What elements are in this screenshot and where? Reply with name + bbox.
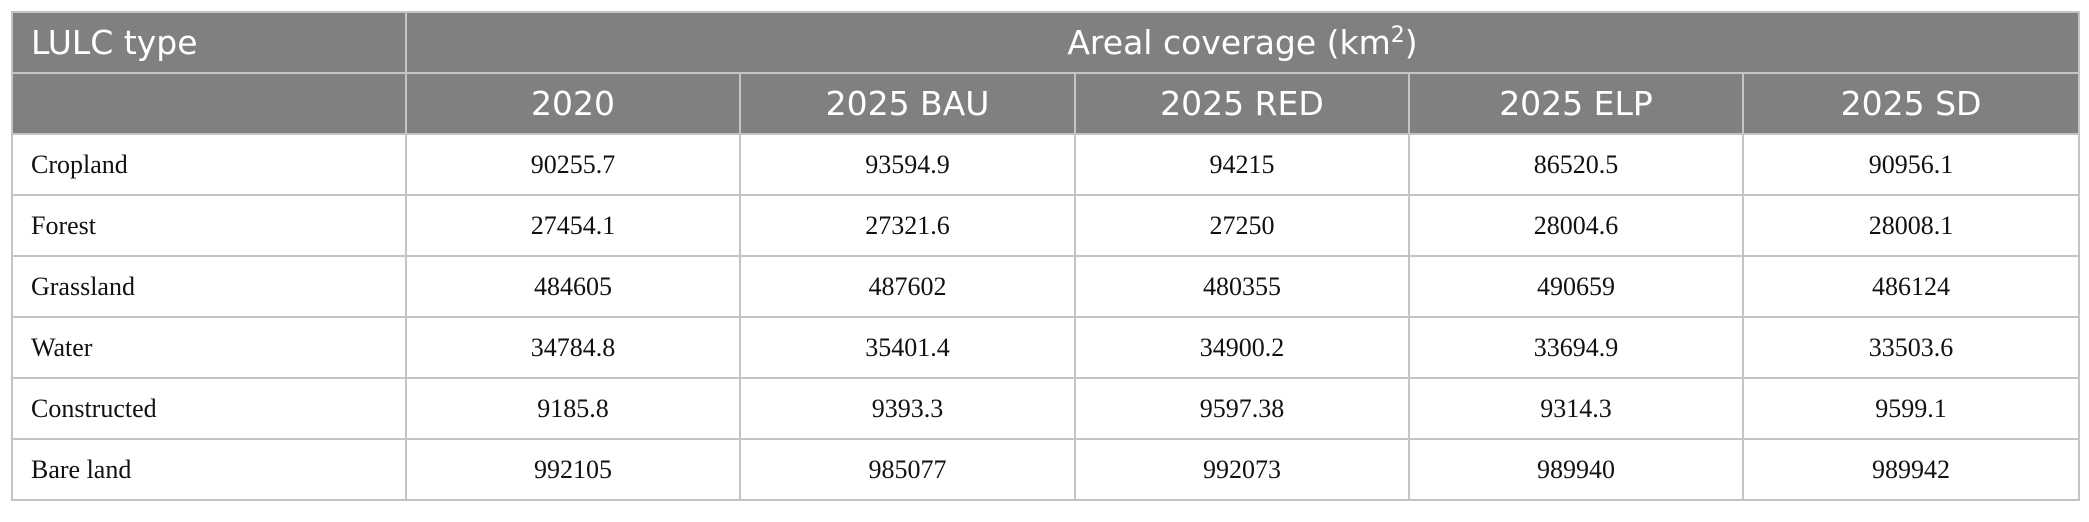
table-row: Forest 27454.1 27321.6 27250 28004.6 28008.1: [11, 194, 2081, 257]
cell: 90255.7: [405, 133, 741, 196]
cell: 33694.9: [1408, 316, 1744, 379]
row-label: Forest: [11, 194, 407, 257]
table-row: Grassland 484605 487602 480355 490659 486124: [11, 255, 2081, 318]
row-label: Cropland: [11, 133, 407, 196]
cell: 28008.1: [1741, 194, 2081, 257]
header-cell: 2020: [405, 72, 741, 135]
cell: 34784.8: [405, 316, 741, 379]
cell: 989942: [1741, 438, 2081, 501]
header-row: LULC type Areal coverage (km2): [11, 11, 2081, 74]
cell: 486124: [1741, 255, 2081, 318]
table-row: Bare land 992105 985077 992073 989940 989942: [11, 438, 2081, 501]
header-cell: 2025 ELP: [1408, 72, 1744, 135]
header-cell: 2025 RED: [1074, 72, 1410, 135]
data-table: LULC type Areal coverage (km2) 2020 2025 …: [11, 11, 2081, 501]
cell: 992105: [405, 438, 741, 501]
cell: 34900.2: [1074, 316, 1410, 379]
cell: 484605: [405, 255, 741, 318]
cell: 93594.9: [739, 133, 1076, 196]
cell: 985077: [739, 438, 1076, 501]
cell: 992073: [1074, 438, 1410, 501]
cell: 94215: [1074, 133, 1410, 196]
cell: 9597.38: [1074, 377, 1410, 440]
cell: 90956.1: [1741, 133, 2081, 196]
cell: 989940: [1408, 438, 1744, 501]
cell: 27454.1: [405, 194, 741, 257]
header-cell: Areal coverage (km2): [404, 11, 2081, 74]
cell: 9393.3: [739, 377, 1076, 440]
header-text: ): [1404, 23, 1418, 62]
row-label: Grassland: [11, 255, 407, 318]
row-label: Water: [11, 316, 407, 379]
cell: 28004.6: [1408, 194, 1744, 257]
cell: 480355: [1074, 255, 1410, 318]
cell: 33503.6: [1741, 316, 2081, 379]
header-row: 2020 2025 BAU 2025 RED 2025 ELP 2025 SD: [11, 72, 2081, 135]
table-body: Cropland 90255.7 93594.9 94215 86520.5 90956.…: [11, 133, 2081, 501]
header-text: Areal coverage (km: [1067, 23, 1391, 62]
cell: 86520.5: [1408, 133, 1744, 196]
cell: 487602: [739, 255, 1076, 318]
cell: 9599.1: [1741, 377, 2081, 440]
table-row: Water 34784.8 35401.4 34900.2 33694.9 33503.6: [11, 316, 2081, 379]
table-row: Cropland 90255.7 93594.9 94215 86520.5 90956.…: [11, 133, 2081, 196]
header-cell: LULC type: [11, 11, 407, 74]
header-cell: 2025 SD: [1741, 72, 2081, 135]
cell: 27321.6: [739, 194, 1076, 257]
row-label: Constructed: [11, 377, 407, 440]
header-cell: [11, 72, 407, 135]
cell: 35401.4: [739, 316, 1076, 379]
row-label: Bare land: [11, 438, 407, 501]
header-cell: 2025 BAU: [739, 72, 1076, 135]
cell: 490659: [1408, 255, 1744, 318]
cell: 9314.3: [1408, 377, 1744, 440]
table-row: Constructed 9185.8 9393.3 9597.38 9314.3 9599…: [11, 377, 2081, 440]
header-sup: 2: [1390, 23, 1405, 48]
cell: 27250: [1074, 194, 1410, 257]
cell: 9185.8: [405, 377, 741, 440]
